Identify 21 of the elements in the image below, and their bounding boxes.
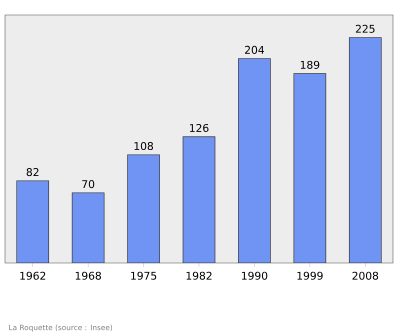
data-label: 108 bbox=[134, 142, 154, 150]
x-tick-label: 1990 bbox=[242, 272, 268, 280]
x-tick-label: 1962 bbox=[20, 272, 46, 280]
x-tick-label: 1982 bbox=[186, 272, 212, 280]
x-tick-label: 1975 bbox=[131, 272, 156, 280]
bar bbox=[294, 73, 326, 263]
bar bbox=[127, 154, 160, 263]
data-label: 189 bbox=[300, 60, 320, 69]
x-tick-label: 1968 bbox=[76, 272, 101, 280]
data-label: 70 bbox=[82, 180, 94, 188]
data-label: 204 bbox=[245, 46, 264, 54]
data-label: 225 bbox=[356, 24, 375, 33]
x-tick-label: 1999 bbox=[297, 272, 323, 280]
bar bbox=[348, 37, 382, 263]
bar bbox=[72, 192, 104, 263]
data-label: 126 bbox=[190, 124, 208, 132]
data-label: 82 bbox=[26, 168, 38, 176]
bar bbox=[182, 136, 216, 263]
bar bbox=[16, 180, 50, 263]
bar bbox=[238, 58, 271, 263]
x-tick-label: 2008 bbox=[352, 272, 378, 280]
